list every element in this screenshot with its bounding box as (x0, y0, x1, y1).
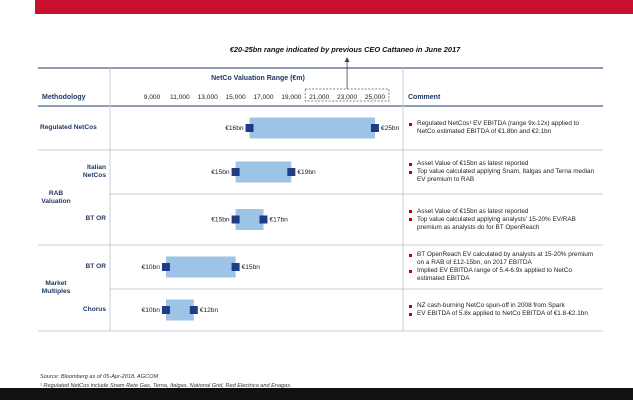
comment-bullet: Asset Value of €15bn as latest reported (408, 160, 598, 168)
x-tick-label: 17,000 (253, 94, 274, 101)
comment-bullet: Regulated NetCos¹ EV EBITDA (range 9x-12… (408, 120, 598, 136)
low-label: €10bn (142, 264, 161, 271)
low-label: €15bn (211, 169, 230, 176)
x-tick-label: 9,000 (144, 94, 161, 101)
comment: Regulated NetCos¹ EV EBITDA (range 9x-12… (408, 120, 598, 136)
footnote: ¹ Regulated NetCos include Snam Rete Gas… (40, 383, 292, 389)
range-end (161, 306, 170, 314)
comment-bullet: NZ cash-burning NetCo spun-off in 2008 f… (408, 302, 598, 310)
x-tick-label: 25,000 (365, 94, 386, 101)
comment-bullet: Top value calculated applying Snam, Ital… (408, 168, 598, 184)
column-header: NetCo Valuation Range (€m) (211, 75, 305, 82)
x-tick-label: 13,000 (198, 94, 219, 101)
range-end (189, 306, 198, 314)
x-tick-label: 11,000 (170, 94, 190, 101)
annotation-text: €20-25bn range indicated by previous CEO… (230, 45, 461, 54)
comment: NZ cash-burning NetCo spun-off in 2008 f… (408, 302, 598, 318)
low-label: €10bn (142, 307, 161, 314)
high-label: €12bn (200, 307, 219, 314)
range-end (370, 124, 379, 132)
highlight-box (304, 88, 390, 102)
arrow-head (344, 57, 350, 62)
range-bar (165, 256, 236, 278)
group-label: Market Multiples (41, 280, 71, 296)
high-label: €15bn (242, 264, 261, 271)
column-header: Methodology (42, 94, 86, 101)
range-end (259, 215, 268, 224)
row-label: Italian NetCos (82, 163, 106, 179)
comment-bullet: EV EBITDA of 5.8x applied to NetCo EBITD… (408, 310, 598, 318)
source-note: Source: Bloomberg as of 05-Apr-2018, AGC… (40, 374, 159, 380)
high-label: €25bn (381, 125, 400, 132)
x-tick-label: 15,000 (226, 94, 247, 101)
high-label: €17bn (269, 216, 288, 223)
range-end (161, 263, 170, 271)
range-bar (249, 117, 375, 139)
range-bar (235, 161, 292, 183)
range-end (231, 263, 240, 271)
range-end (287, 168, 296, 176)
x-tick-label: 23,000 (337, 94, 358, 101)
row-label: BT OR (85, 215, 106, 223)
comment: BT OpenReach EV calculated by analysts a… (408, 251, 598, 283)
comment-bullet: Asset Value of €15bn as latest reported (408, 208, 598, 216)
range-end (245, 124, 254, 132)
high-label: €19bn (297, 169, 316, 176)
comment: Asset Value of €15bn as latest reported T… (408, 208, 598, 232)
row-label: BT OR (85, 262, 106, 270)
group-label: RAB Valuation (41, 189, 71, 205)
range-end (231, 215, 240, 224)
header-bar (35, 0, 633, 14)
comment-bullet: BT OpenReach EV calculated by analysts a… (408, 251, 598, 267)
comment: Asset Value of €15bn as latest reported T… (408, 160, 598, 184)
comment-bullet: Top value calculated applying analysts' … (408, 216, 598, 232)
column-header: Comment (408, 94, 441, 101)
low-label: €16bn (225, 125, 244, 132)
low-label: €15bn (211, 216, 230, 223)
range-end (231, 168, 240, 176)
row-label: Regulated NetCos (40, 124, 97, 131)
footer-bar (0, 388, 633, 400)
x-tick-label: 19,000 (281, 94, 302, 101)
comment-bullet: Implied EV EBITDA range of 5.4-6.9x appl… (408, 267, 598, 283)
row-label: Chorus (82, 305, 106, 313)
x-tick-label: 21,000 (309, 94, 330, 101)
range-bar (235, 209, 264, 230)
range-bar (165, 299, 194, 321)
